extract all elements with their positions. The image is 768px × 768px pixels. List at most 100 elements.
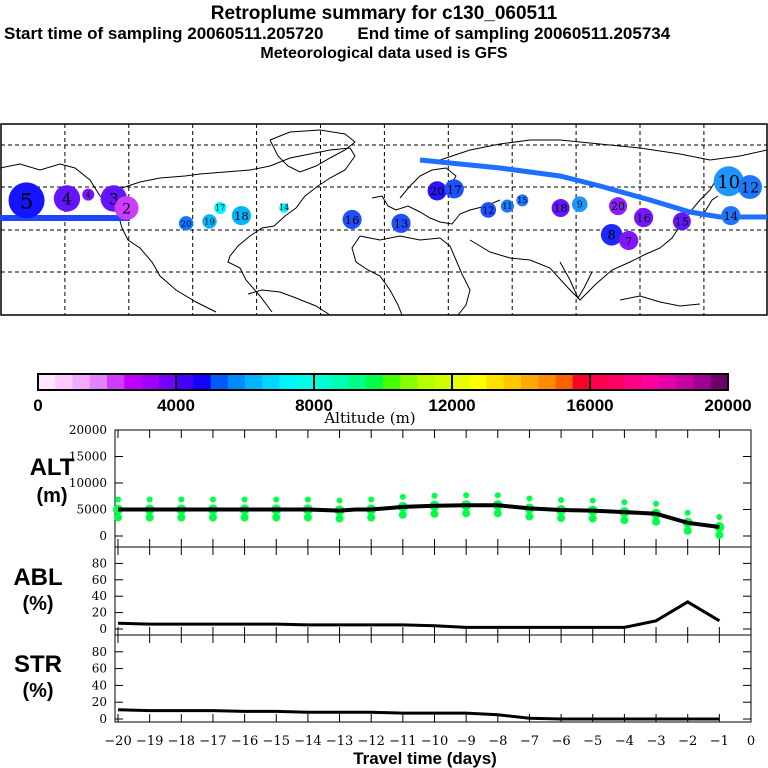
altitude-blob — [716, 513, 723, 520]
altitude-blob — [114, 513, 122, 522]
plume-marker-label: 5 — [20, 190, 34, 215]
plume-marker-circle — [202, 214, 217, 229]
plume-marker-label: 12 — [741, 180, 759, 196]
panel-ylabel-unit: (%) — [22, 593, 53, 615]
plume-marker-circle — [600, 223, 623, 246]
colorbar-swatch — [383, 374, 401, 390]
colorbar-swatch — [590, 374, 608, 390]
colorbar-tick-label: 4000 — [157, 396, 195, 415]
plume-marker-label: 20 — [181, 220, 192, 230]
colorbar-frame — [37, 373, 729, 391]
plume-marker-label: 15 — [517, 196, 527, 205]
plume-marker-label: 8 — [608, 229, 616, 244]
colorbar-swatch — [624, 374, 643, 390]
coast-indonesia — [619, 295, 701, 307]
x-tick-label: −8 — [488, 734, 507, 749]
plume-marker-label: 4 — [62, 189, 72, 208]
plume-marker-label: 13 — [394, 217, 409, 231]
colorbar-tick-label: 8000 — [295, 396, 333, 415]
x-tick-label: −12 — [357, 734, 384, 749]
met-data-label: Meteorological data used is GFS — [260, 45, 508, 62]
x-tick-label: −20 — [104, 734, 131, 749]
colorbar-swatch — [55, 374, 73, 390]
colorbar-swatch — [572, 374, 591, 390]
panel-frame — [114, 429, 752, 548]
panel-ylabel-name: STR — [14, 651, 62, 678]
colorbar-swatch — [348, 374, 367, 390]
colorbar-swatch — [107, 374, 125, 390]
plume-marker-label: 2 — [122, 201, 131, 217]
y-tick-label: 80 — [92, 645, 107, 659]
plume-marker-label: 14 — [723, 209, 738, 223]
colorbar-tick-label: 12000 — [428, 396, 475, 415]
colorbar-swatch — [141, 374, 160, 390]
x-tick-label: −17 — [199, 734, 226, 749]
plume-marker-circle — [391, 213, 411, 233]
y-tick-label: 20 — [92, 695, 107, 709]
altitude-blob — [272, 513, 281, 522]
altitude-blob — [620, 516, 629, 525]
colorbar-swatch — [400, 374, 418, 390]
plume-marker-circle — [500, 199, 515, 213]
coast-africa — [359, 235, 471, 316]
altitude-blob — [526, 495, 533, 502]
plume-marker-circle — [214, 202, 227, 215]
coast-north-america — [121, 147, 356, 313]
x-tick-label: 0 — [747, 734, 755, 749]
plume-marker-label: 16 — [636, 211, 651, 225]
sampling-times: Start time of sampling 20060511.205720 En… — [4, 24, 768, 44]
altitude-blob — [304, 496, 311, 503]
plume-tracks — [0, 157, 767, 221]
altitude-blob — [589, 497, 596, 504]
plume-marker-circle — [480, 202, 497, 218]
series-line-str — [117, 708, 720, 721]
colorbar-swatch — [314, 374, 332, 390]
altitude-blob — [273, 496, 280, 503]
colorbar-swatch — [331, 374, 349, 390]
colorbar-tick-label: 20000 — [704, 396, 751, 415]
plume-marker-label: 18 — [234, 209, 249, 223]
altitude-blob — [652, 517, 661, 526]
x-tick-label: −9 — [457, 734, 476, 749]
panel-ylabel-name: ABL — [13, 564, 62, 591]
end-time-label: End time of sampling 20060511.205734 — [357, 24, 671, 43]
x-tick-label: −16 — [231, 734, 258, 749]
plume-marker-circle — [551, 199, 570, 218]
altitude-blob — [715, 530, 724, 539]
x-tick-label: −3 — [646, 734, 665, 749]
coast-greenland — [269, 129, 356, 173]
x-tick-label: −1 — [710, 734, 729, 749]
altitude-blob — [653, 500, 660, 507]
colorbar-swatch — [452, 374, 470, 390]
plume-marker-circle — [609, 197, 628, 216]
coast-asia-north — [439, 139, 768, 161]
panel-ylabel-unit: (m) — [36, 485, 67, 507]
colorbar-swatch — [469, 374, 487, 390]
altitude-blob — [115, 496, 121, 503]
plume-marker-label: 3 — [109, 189, 119, 208]
altitude-blob — [558, 497, 565, 504]
plume-marker-label: 17 — [215, 204, 225, 213]
colorbar-swatch — [434, 374, 453, 390]
coastlines — [0, 129, 768, 316]
colorbar-swatch — [193, 374, 211, 390]
plume-marker-label: 17 — [447, 182, 462, 196]
colorbar-swatch — [245, 374, 263, 390]
plume-marker-label: 14 — [279, 203, 289, 212]
altitude-blob — [209, 496, 216, 503]
series-line-alt — [118, 503, 720, 529]
plume-marker-label: 9 — [577, 200, 583, 211]
panel-ylabel-name: ALT — [30, 454, 75, 481]
x-tick-label: −15 — [263, 734, 290, 749]
colorbar-swatch — [296, 374, 315, 390]
y-tick-label: 40 — [92, 589, 107, 603]
altitude-blob — [241, 496, 248, 503]
altitude-blob — [178, 496, 185, 503]
colorbar-swatch — [538, 374, 556, 390]
plume-marker-circle — [114, 196, 139, 221]
y-tick-label: 0 — [99, 712, 107, 726]
colorbar-swatch — [659, 374, 677, 390]
